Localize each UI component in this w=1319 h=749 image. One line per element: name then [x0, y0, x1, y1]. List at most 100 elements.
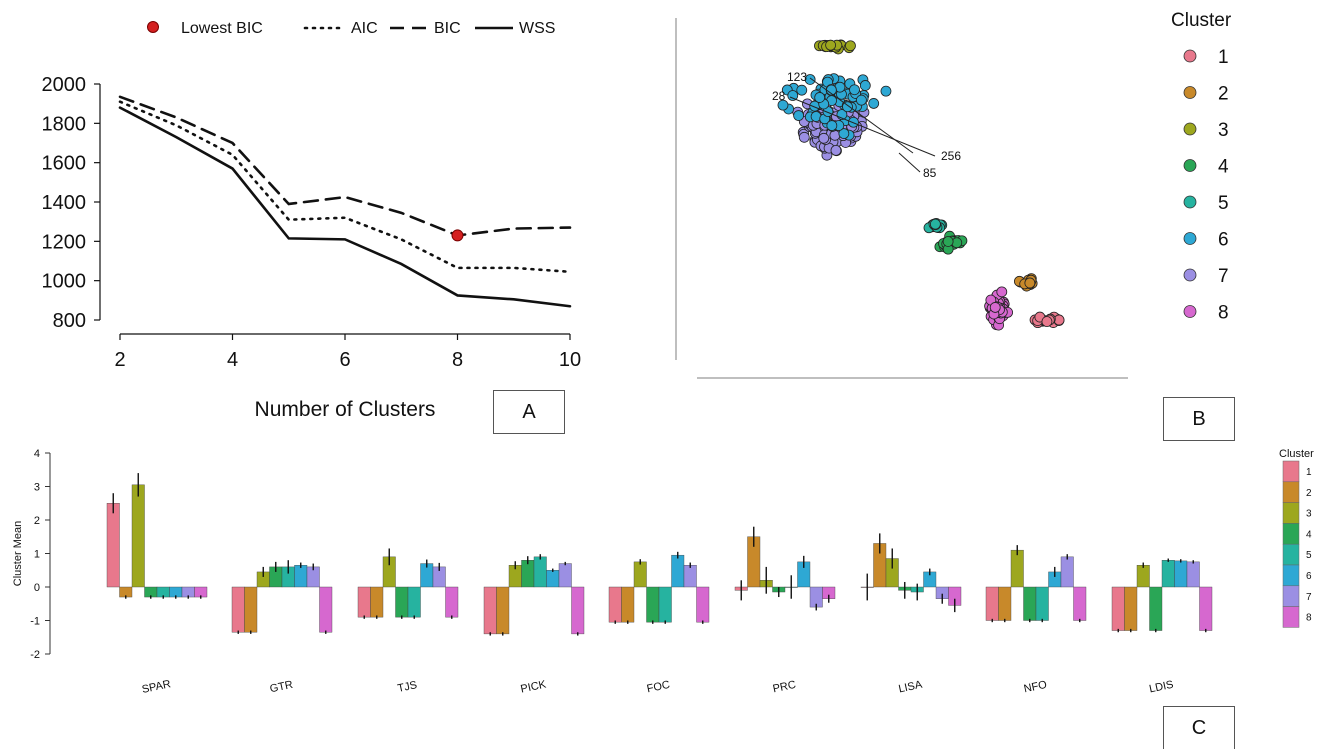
annotation-label-256: 256: [941, 149, 961, 163]
scatter-point-cluster-7: [818, 132, 830, 144]
scatter-point-cluster-6: [849, 84, 860, 96]
scatter-point-cluster-6: [814, 92, 826, 103]
scatter-point-cluster-6: [842, 101, 853, 113]
scatter-legend-marker-7: [1183, 268, 1197, 282]
annotation-leader-85: [898, 152, 921, 173]
scatter-point-cluster-6: [793, 110, 805, 121]
scatter-legend-marker-5: [1183, 195, 1197, 209]
scatter-point-cluster-6: [856, 94, 867, 106]
x-tick-label: 4: [227, 349, 238, 371]
bar-legend-title: Cluster: [1279, 448, 1314, 460]
bar-nfo-cluster-7: [1060, 556, 1074, 588]
bar-legend-swatch-3: [1282, 502, 1300, 524]
scatter-point-cluster-3: [825, 39, 837, 51]
scatter-point-cluster-8: [996, 286, 1008, 298]
bar-legend-label-4: 4: [1306, 529, 1312, 540]
y-tick-label: 2000: [42, 74, 87, 96]
bar-category-label: GTR: [269, 679, 294, 696]
series-line-aic: [118, 100, 572, 274]
series-line-bic: [118, 95, 572, 237]
bar-foc-cluster-8: [696, 586, 710, 623]
scatter-point-cluster-7: [830, 144, 842, 156]
y-tick-label: 1600: [42, 153, 87, 175]
bar-pick-cluster-6: [546, 570, 560, 588]
bar-y-tick-label: -1: [30, 616, 40, 628]
scatter-legend-marker-8: [1183, 305, 1197, 318]
bar-category-label: PICK: [520, 678, 548, 695]
legend-label-bic: BIC: [434, 20, 461, 37]
x-tick-label: 8: [452, 349, 463, 371]
scatter-legend-marker-4: [1183, 159, 1197, 172]
scatter-point-cluster-2: [1024, 277, 1036, 289]
bar-ldis-cluster-5: [1161, 560, 1175, 588]
y-tick-label: 1400: [42, 192, 87, 214]
annotation-leader-28: [789, 96, 936, 157]
bar-y-tick-label: 2: [34, 515, 40, 527]
bar-foc-cluster-1: [608, 586, 622, 623]
series-line-wss: [118, 106, 572, 308]
bar-category-label: PRC: [772, 679, 797, 696]
scatter-point-cluster-3: [845, 40, 856, 52]
bar-legend-label-2: 2: [1306, 488, 1312, 499]
legend-label-aic: AIC: [351, 20, 378, 37]
bar-nfo-cluster-5: [1035, 586, 1049, 621]
bar-legend-swatch-7: [1282, 585, 1300, 607]
bar-spar-cluster-3: [131, 484, 145, 588]
bar-legend-swatch-4: [1282, 523, 1300, 545]
bar-legend-label-3: 3: [1306, 509, 1312, 520]
annotation-label-85: 85: [923, 166, 937, 180]
scatter-point-cluster-5: [929, 218, 941, 230]
scatter-legend-label-2: 2: [1218, 84, 1229, 105]
bar-nfo-cluster-2: [998, 586, 1012, 621]
bar-category-label: LDIS: [1148, 679, 1174, 696]
bar-ldis-cluster-8: [1199, 586, 1213, 631]
scatter-legend-marker-6: [1183, 232, 1197, 245]
scatter-legend-label-4: 4: [1218, 157, 1229, 178]
scatter-point-cluster-6: [777, 99, 789, 111]
panel-c-cluster-mean-bars: -2 -1 0 1 2 3 4 Cluster Mean SPAR GTR TJS PICK FOC PR…: [12, 448, 1314, 696]
bar-legend-swatch-2: [1282, 481, 1300, 503]
x-tick-label: 10: [559, 349, 581, 371]
bar-pick-cluster-7: [558, 563, 572, 588]
annotation-label-123: 123: [787, 70, 807, 84]
bar-pick-cluster-8: [571, 586, 585, 635]
bar-legend-label-7: 7: [1306, 592, 1312, 603]
scatter-point-cluster-6: [868, 98, 880, 109]
scatter-point-cluster-6: [787, 90, 799, 101]
scatter-point-cluster-6: [880, 85, 892, 97]
bar-ldis-cluster-2: [1124, 586, 1138, 631]
bar-nfo-cluster-1: [985, 586, 999, 621]
bar-gtr-cluster-6: [294, 565, 308, 588]
bar-foc-cluster-3: [633, 561, 647, 588]
bar-spar-cluster-1: [106, 503, 120, 588]
bar-foc-cluster-7: [683, 565, 697, 588]
bar-foc-cluster-5: [658, 586, 672, 623]
scatter-point-cluster-6: [838, 128, 850, 139]
scatter-legend-marker-2: [1183, 86, 1197, 99]
bar-ldis-cluster-4: [1149, 586, 1163, 631]
scatter-point-cluster-1: [1041, 316, 1053, 327]
bar-y-axis-title: Cluster Mean: [12, 521, 24, 586]
bar-pick-cluster-4: [521, 560, 535, 588]
bar-ldis-cluster-6: [1174, 560, 1188, 588]
bar-gtr-cluster-8: [319, 586, 333, 633]
bar-tjs-cluster-1: [357, 586, 371, 618]
bar-tjs-cluster-2: [370, 586, 384, 618]
y-tick-label: 800: [53, 310, 86, 332]
legend-label-lowest-bic: Lowest BIC: [181, 20, 263, 37]
bar-gtr-cluster-2: [244, 586, 258, 633]
scatter-legend-label-7: 7: [1218, 266, 1229, 287]
scatter-point-cluster-6: [804, 74, 816, 85]
bar-legend-label-8: 8: [1306, 613, 1312, 624]
bar-y-tick-label: -2: [30, 649, 40, 661]
scatter-legend-label-3: 3: [1218, 120, 1229, 141]
y-tick-label: 1200: [42, 231, 87, 253]
scatter-point-cluster-8: [989, 302, 1001, 313]
panel-label-c: C: [1163, 706, 1235, 749]
lowest-bic-point: [451, 229, 464, 242]
bar-pick-cluster-5: [533, 556, 547, 588]
y-tick-label: 1800: [42, 113, 87, 135]
scatter-point-cluster-6: [859, 80, 871, 91]
bar-legend-swatch-6: [1282, 564, 1300, 587]
